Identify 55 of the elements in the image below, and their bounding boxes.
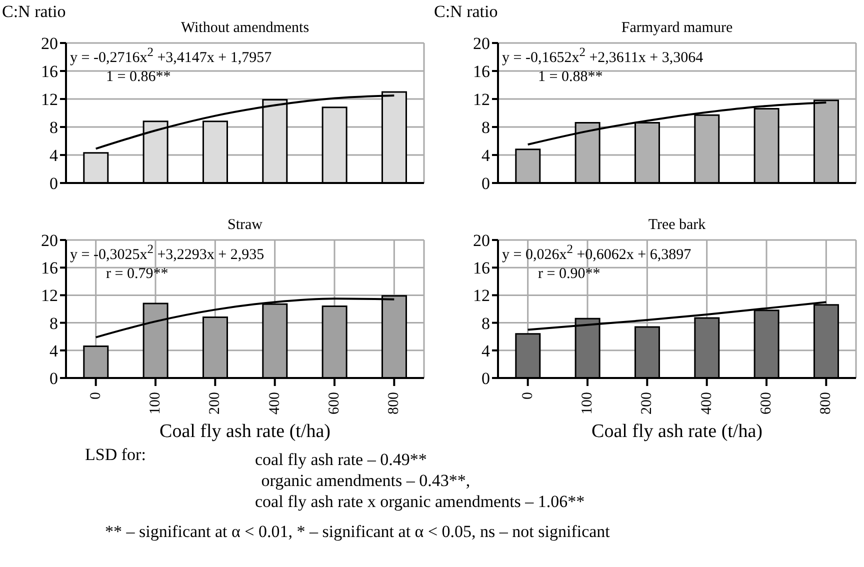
x-tick-label: 800 [386, 392, 402, 414]
y-tick-label: 4 [482, 146, 490, 166]
chart-title: Without amendments [180, 20, 310, 37]
x-tick-label: 400 [266, 392, 283, 414]
annotation: 1 = 0.86** [106, 69, 171, 86]
annotation: y = -0,1652x$^{2}$ +2,3611x + 3,3064 [502, 45, 704, 67]
x-tick-label: 600 [326, 392, 342, 414]
annotation: y = -0,3025x$^{2}$ +3,2293x + 2,935 [70, 242, 264, 264]
text: coal fly ash rate – 0.49** [255, 450, 427, 470]
y-tick-label: 8 [50, 118, 58, 138]
x-axis-title: Coal fly ash rate (t/ha) [158, 421, 332, 443]
annotation: r = 0.90** [538, 266, 600, 283]
chart-title: Farmyard mamure [620, 20, 734, 37]
text: coal fly ash rate x organic amendments – 1.06** [255, 492, 585, 512]
y-tick-label: 20 [473, 231, 490, 250]
x-tick-label: 100 [580, 392, 596, 414]
y-tick-label: 16 [473, 258, 490, 278]
x-tick-label: 200 [207, 392, 224, 414]
y-tick-label: 8 [50, 314, 58, 333]
x-tick-label: 600 [758, 392, 774, 414]
y-tick-label: 0 [482, 174, 490, 194]
chart-title: Tree bark [647, 217, 707, 234]
y-tick-label: 4 [482, 341, 490, 360]
y-tick-label: 12 [473, 286, 490, 306]
y-tick-label: 8 [482, 314, 490, 333]
y-axis-title: C:N ratio [2, 2, 66, 22]
x-axis-title: Coal fly ash rate (t/ha) [590, 421, 764, 443]
y-tick-label: 20 [41, 231, 58, 250]
y-tick-label: 20 [41, 34, 58, 54]
chart-title: Straw [226, 217, 264, 234]
y-tick-label: 16 [473, 62, 490, 82]
x-tick-label: 0 [88, 392, 104, 400]
y-tick-label: 12 [41, 286, 58, 306]
text: LSD for: [85, 445, 146, 465]
annotation: y = -0,2716x$^{2}$ +3,4147x + 1,7957 [70, 45, 272, 67]
y-tick-label: 16 [41, 258, 58, 278]
x-tick-label: 400 [698, 392, 715, 414]
annotation: y = 0,026x$^{2}$ +0,6062x + 6,3897 [502, 242, 692, 264]
x-tick-label: 100 [148, 392, 164, 414]
text: ** – significant at α < 0.01, * – significant at α < 0.05, ns – not significant [105, 522, 610, 542]
y-tick-label: 8 [482, 118, 490, 138]
y-tick-label: 0 [50, 174, 58, 194]
annotation: r = 0.79** [106, 266, 168, 283]
x-tick-label: 200 [639, 392, 656, 414]
y-tick-label: 4 [50, 146, 58, 166]
y-tick-label: 12 [473, 90, 490, 110]
y-tick-label: 16 [41, 62, 58, 82]
y-tick-label: 12 [41, 90, 58, 110]
x-tick-label: 800 [818, 392, 834, 414]
y-tick-label: 4 [50, 341, 58, 360]
annotation: 1 = 0.88** [538, 69, 603, 86]
text: organic amendments – 0.43**, [260, 471, 470, 491]
x-tick-label: 0 [520, 392, 536, 400]
y-axis-title: C:N ratio [434, 2, 498, 22]
y-tick-label: 20 [473, 34, 490, 54]
